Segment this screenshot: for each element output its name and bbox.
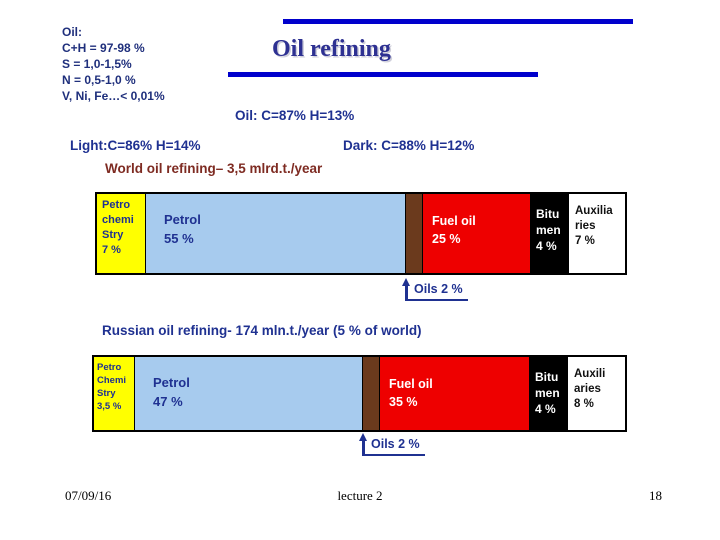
russian-refining-bar-chart: Petro Chemi Stry 3,5 % Petrol 47 % Fuel … (92, 355, 627, 432)
segment-label: Petro Chemi Stry 3,5 % (97, 362, 127, 412)
footer-lecture-label: lecture 2 (337, 488, 383, 503)
bar-segment-bitumen: Bitu men 4 % (529, 357, 567, 430)
callout-stem (362, 439, 365, 456)
bar-segment-auxiliaries: Auxilia ries 7 % (568, 194, 625, 273)
arrow-up-icon (402, 278, 410, 286)
segment-label: Auxilia ries 7 % (575, 205, 613, 247)
oil-ch-ratio-label: Oil: C=87% H=13% (235, 108, 355, 123)
oils-callout-label: Oils 2 % (408, 280, 468, 301)
slide-title: Oil refining (272, 36, 391, 62)
title-rule-bottom (228, 72, 538, 77)
bar-segment-petrochemistry: Petro Chemi Stry 3,5 % (94, 357, 134, 430)
title-rule-top (283, 19, 633, 24)
russian-refining-heading: Russian oil refining- 174 mln.t./year (5… (102, 323, 422, 338)
bar-segment-petrol: Petrol 55 % (145, 194, 405, 273)
segment-label: Fuel oil 35 % (389, 377, 433, 409)
world-refining-bar-chart: Petro chemi Stry 7 % Petrol 55 % Fuel oi… (95, 192, 627, 275)
footer-page-number: 18 (649, 488, 662, 503)
bar-segment-oils (405, 194, 422, 273)
segment-label: Bitu men 4 % (535, 370, 560, 416)
bar-segment-fuel-oil: Fuel oil 35 % (379, 357, 529, 430)
bar-segment-fuel-oil: Fuel oil 25 % (422, 194, 530, 273)
segment-label: Auxili aries 8 % (574, 368, 606, 410)
light-fraction-label: Light:C=86% H=14% (70, 138, 201, 153)
world-refining-heading: World oil refining– 3,5 mlrd.t./year (105, 161, 323, 176)
bar-segment-petrochemistry: Petro chemi Stry 7 % (97, 194, 145, 273)
segment-label: Petrol 55 % (164, 212, 201, 246)
russian-oils-callout: Oils 2 % (359, 433, 458, 459)
bar-segment-bitumen: Bitu men 4 % (530, 194, 568, 273)
segment-label: Petrol 47 % (153, 375, 190, 409)
bar-segment-auxiliaries: Auxili aries 8 % (567, 357, 625, 430)
segment-label: Fuel oil 25 % (432, 214, 476, 246)
oil-composition-block: Oil: C+H = 97-98 % S = 1,0-1,5% N = 0,5-… (62, 25, 165, 103)
segment-label: Bitu men 4 % (536, 207, 561, 253)
world-oils-callout: Oils 2 % (402, 278, 501, 304)
callout-stem (405, 284, 408, 301)
dark-fraction-label: Dark: C=88% H=12% (343, 138, 475, 153)
segment-label: Petro chemi Stry 7 % (102, 199, 134, 256)
footer-date: 07/09/16 (65, 488, 112, 503)
oils-callout-label: Oils 2 % (365, 435, 425, 456)
arrow-up-icon (359, 433, 367, 441)
bar-segment-oils (362, 357, 379, 430)
bar-segment-petrol: Petrol 47 % (134, 357, 362, 430)
